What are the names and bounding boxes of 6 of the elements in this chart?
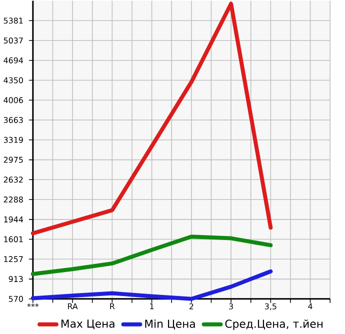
- line-series: [30, 270, 273, 302]
- line-series: [30, 2, 273, 236]
- legend-label: Min Цена: [145, 320, 195, 330]
- line-series: [30, 234, 273, 276]
- legend-label: Сред.Цена, т.йен: [225, 320, 322, 330]
- legend-label: Max Цена: [61, 320, 114, 330]
